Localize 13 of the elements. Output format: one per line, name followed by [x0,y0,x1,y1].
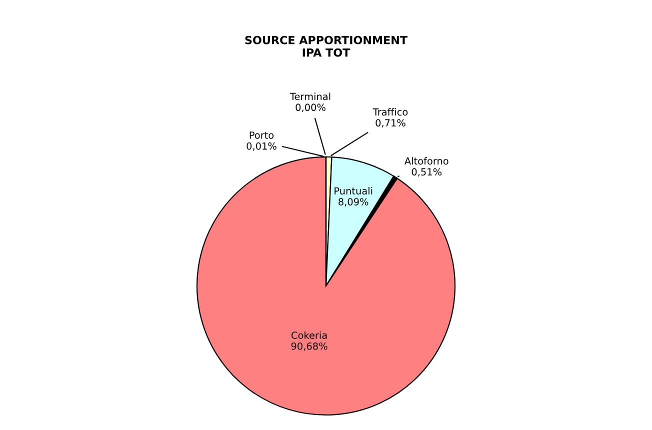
slice-label: Traffico [372,108,408,116]
category-label: Terminal [290,92,330,100]
slice-label: Cokeria [292,331,327,339]
data-label: 8,09% [338,198,368,206]
slice-label: Porto [250,132,274,139]
slice-label: Altoforno [404,157,448,165]
data-label: 90,68% [291,342,328,351]
slice-label: Puntuali [334,187,372,195]
data-label: 0,51% [412,168,442,177]
text: 0,00% [296,104,326,112]
data-label: 0,71% [376,119,406,128]
data-label: 0,01% [246,142,276,151]
chart-title: SOURCE APPORTIONMENT IPA TOT [245,36,408,57]
